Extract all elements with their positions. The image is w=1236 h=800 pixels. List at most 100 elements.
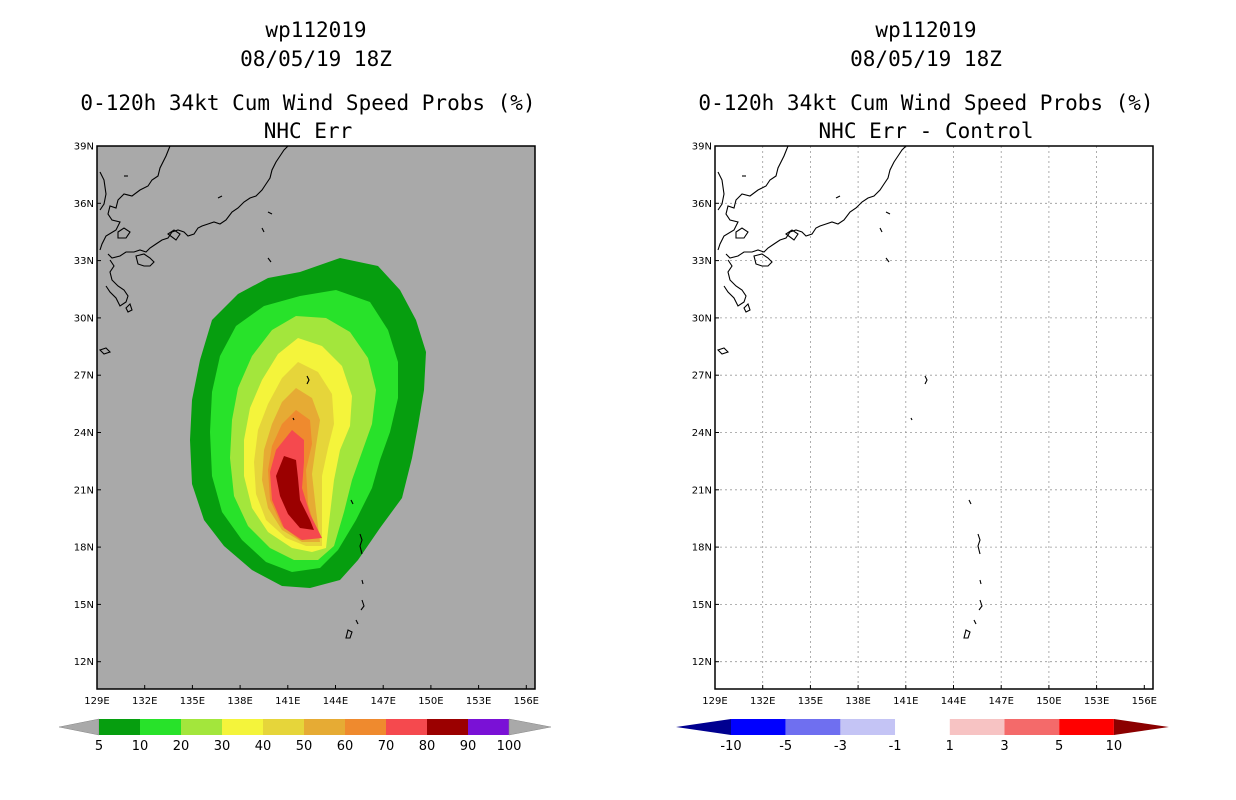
contour-80 xyxy=(276,456,314,530)
colorbar-label: 80 xyxy=(419,739,436,754)
colorbar-label: 30 xyxy=(214,739,231,754)
lon-label: 129E xyxy=(84,696,109,707)
lat-label: 39N xyxy=(692,142,712,153)
colorbar-label: -1 xyxy=(889,739,902,754)
colorbar-swatch xyxy=(1004,719,1060,735)
right-lon-labels: 129E 132E 135E 138E 141E 144E 147E 150E 153E 156E xyxy=(702,685,1157,707)
left-title-subtitle: NHC Err xyxy=(264,119,353,143)
lon-label: 135E xyxy=(798,696,823,707)
colorbar-swatch xyxy=(140,719,181,735)
right-title-subtitle: NHC Err - Control xyxy=(819,119,1034,143)
left-panel: wp112019 08/05/19 18Z 0-120h 34kt Cum Wi… xyxy=(58,18,552,754)
colorbar-high-end xyxy=(1113,719,1169,735)
right-title-storm-id: wp112019 xyxy=(875,18,976,42)
lat-label: 21N xyxy=(692,485,712,496)
lat-label: 24N xyxy=(74,428,94,439)
lat-label: 21N xyxy=(74,485,94,496)
colorbar-label: 5 xyxy=(1055,739,1063,754)
colorbar-label: -3 xyxy=(834,739,847,754)
lon-label: 132E xyxy=(132,696,157,707)
lat-label: 33N xyxy=(74,256,94,267)
colorbar-swatch xyxy=(99,719,140,735)
lat-label: 18N xyxy=(74,543,94,554)
colorbar-label: 5 xyxy=(95,739,103,754)
colorbar-label: 20 xyxy=(173,739,190,754)
right-map-frame xyxy=(714,145,1154,690)
colorbar-swatch xyxy=(731,719,786,735)
colorbar-swatch xyxy=(263,719,304,735)
lat-label: 36N xyxy=(74,199,94,210)
left-map-frame xyxy=(96,145,536,690)
right-colorbar: -10 -5 -3 -1 1 3 5 10 xyxy=(676,719,1169,754)
colorbar-label: 10 xyxy=(132,739,149,754)
colorbar-label: 100 xyxy=(497,739,522,754)
lat-label: 15N xyxy=(74,600,94,611)
lat-label: 33N xyxy=(692,256,712,267)
colorbar-label: 1 xyxy=(946,739,954,754)
colorbar-swatch xyxy=(427,719,468,735)
left-lat-labels: 39N 36N 33N 30N 27N 24N 21N 18N 15N 12N xyxy=(74,142,101,668)
right-title-datetime: 08/05/19 18Z xyxy=(850,47,1002,71)
colorbar-high-end xyxy=(508,718,552,736)
lat-label: 30N xyxy=(692,313,712,324)
left-title-product: 0-120h 34kt Cum Wind Speed Probs (%) xyxy=(80,91,535,115)
colorbar-label: 3 xyxy=(1000,739,1008,754)
lat-label: 30N xyxy=(74,313,94,324)
lon-label: 141E xyxy=(893,696,918,707)
colorbar-swatch xyxy=(785,719,841,735)
lon-label: 135E xyxy=(180,696,205,707)
lon-label: 129E xyxy=(702,696,727,707)
lat-label: 18N xyxy=(692,543,712,554)
lon-label: 132E xyxy=(750,696,775,707)
lon-label: 156E xyxy=(1132,696,1157,707)
colorbar-label: -5 xyxy=(779,739,792,754)
lon-label: 153E xyxy=(466,696,491,707)
left-title-datetime: 08/05/19 18Z xyxy=(240,47,392,71)
colorbar-label: 40 xyxy=(255,739,272,754)
left-probability-contours xyxy=(190,258,426,588)
lon-label: 141E xyxy=(275,696,300,707)
left-lon-labels: 129E 132E 135E 138E 141E 144E 147E 150E 153E 156E xyxy=(84,685,539,707)
lon-label: 156E xyxy=(514,696,539,707)
lat-label: 12N xyxy=(692,657,712,668)
left-title-storm-id: wp112019 xyxy=(265,18,366,42)
colorbar-label: -10 xyxy=(720,739,741,754)
colorbar-label: 90 xyxy=(460,739,477,754)
right-gridlines xyxy=(715,146,1153,689)
lat-label: 24N xyxy=(692,428,712,439)
colorbar-swatch xyxy=(1059,719,1114,735)
right-panel: wp112019 08/05/19 18Z 0-120h 34kt Cum Wi… xyxy=(676,18,1169,754)
colorbar-swatch xyxy=(345,719,386,735)
lon-label: 147E xyxy=(370,696,395,707)
left-colorbar: 5 10 20 30 40 50 60 70 80 90 100 xyxy=(58,718,552,754)
colorbar-swatch xyxy=(895,719,950,735)
colorbar-swatch xyxy=(840,719,896,735)
colorbar-swatch xyxy=(304,719,345,735)
lon-label: 153E xyxy=(1084,696,1109,707)
lat-label: 27N xyxy=(74,371,94,382)
right-title-product: 0-120h 34kt Cum Wind Speed Probs (%) xyxy=(698,91,1153,115)
colorbar-swatch xyxy=(386,719,427,735)
colorbar-swatch xyxy=(181,719,222,735)
right-map-background xyxy=(715,146,1153,689)
colorbar-label: 70 xyxy=(378,739,395,754)
colorbar-label: 60 xyxy=(337,739,354,754)
lon-label: 138E xyxy=(845,696,870,707)
lon-label: 138E xyxy=(227,696,252,707)
lat-label: 39N xyxy=(74,142,94,153)
colorbar-swatch xyxy=(468,719,509,735)
lon-label: 150E xyxy=(418,696,443,707)
lat-label: 36N xyxy=(692,199,712,210)
colorbar-low-end xyxy=(58,718,100,736)
right-lat-labels: 39N 36N 33N 30N 27N 24N 21N 18N 15N 12N xyxy=(692,142,719,668)
lat-label: 27N xyxy=(692,371,712,382)
lat-label: 15N xyxy=(692,600,712,611)
lon-label: 144E xyxy=(323,696,348,707)
colorbar-swatch xyxy=(949,719,1005,735)
lat-label: 12N xyxy=(74,657,94,668)
lon-label: 144E xyxy=(941,696,966,707)
lon-label: 150E xyxy=(1036,696,1061,707)
colorbar-label: 50 xyxy=(296,739,313,754)
colorbar-swatch xyxy=(222,719,263,735)
